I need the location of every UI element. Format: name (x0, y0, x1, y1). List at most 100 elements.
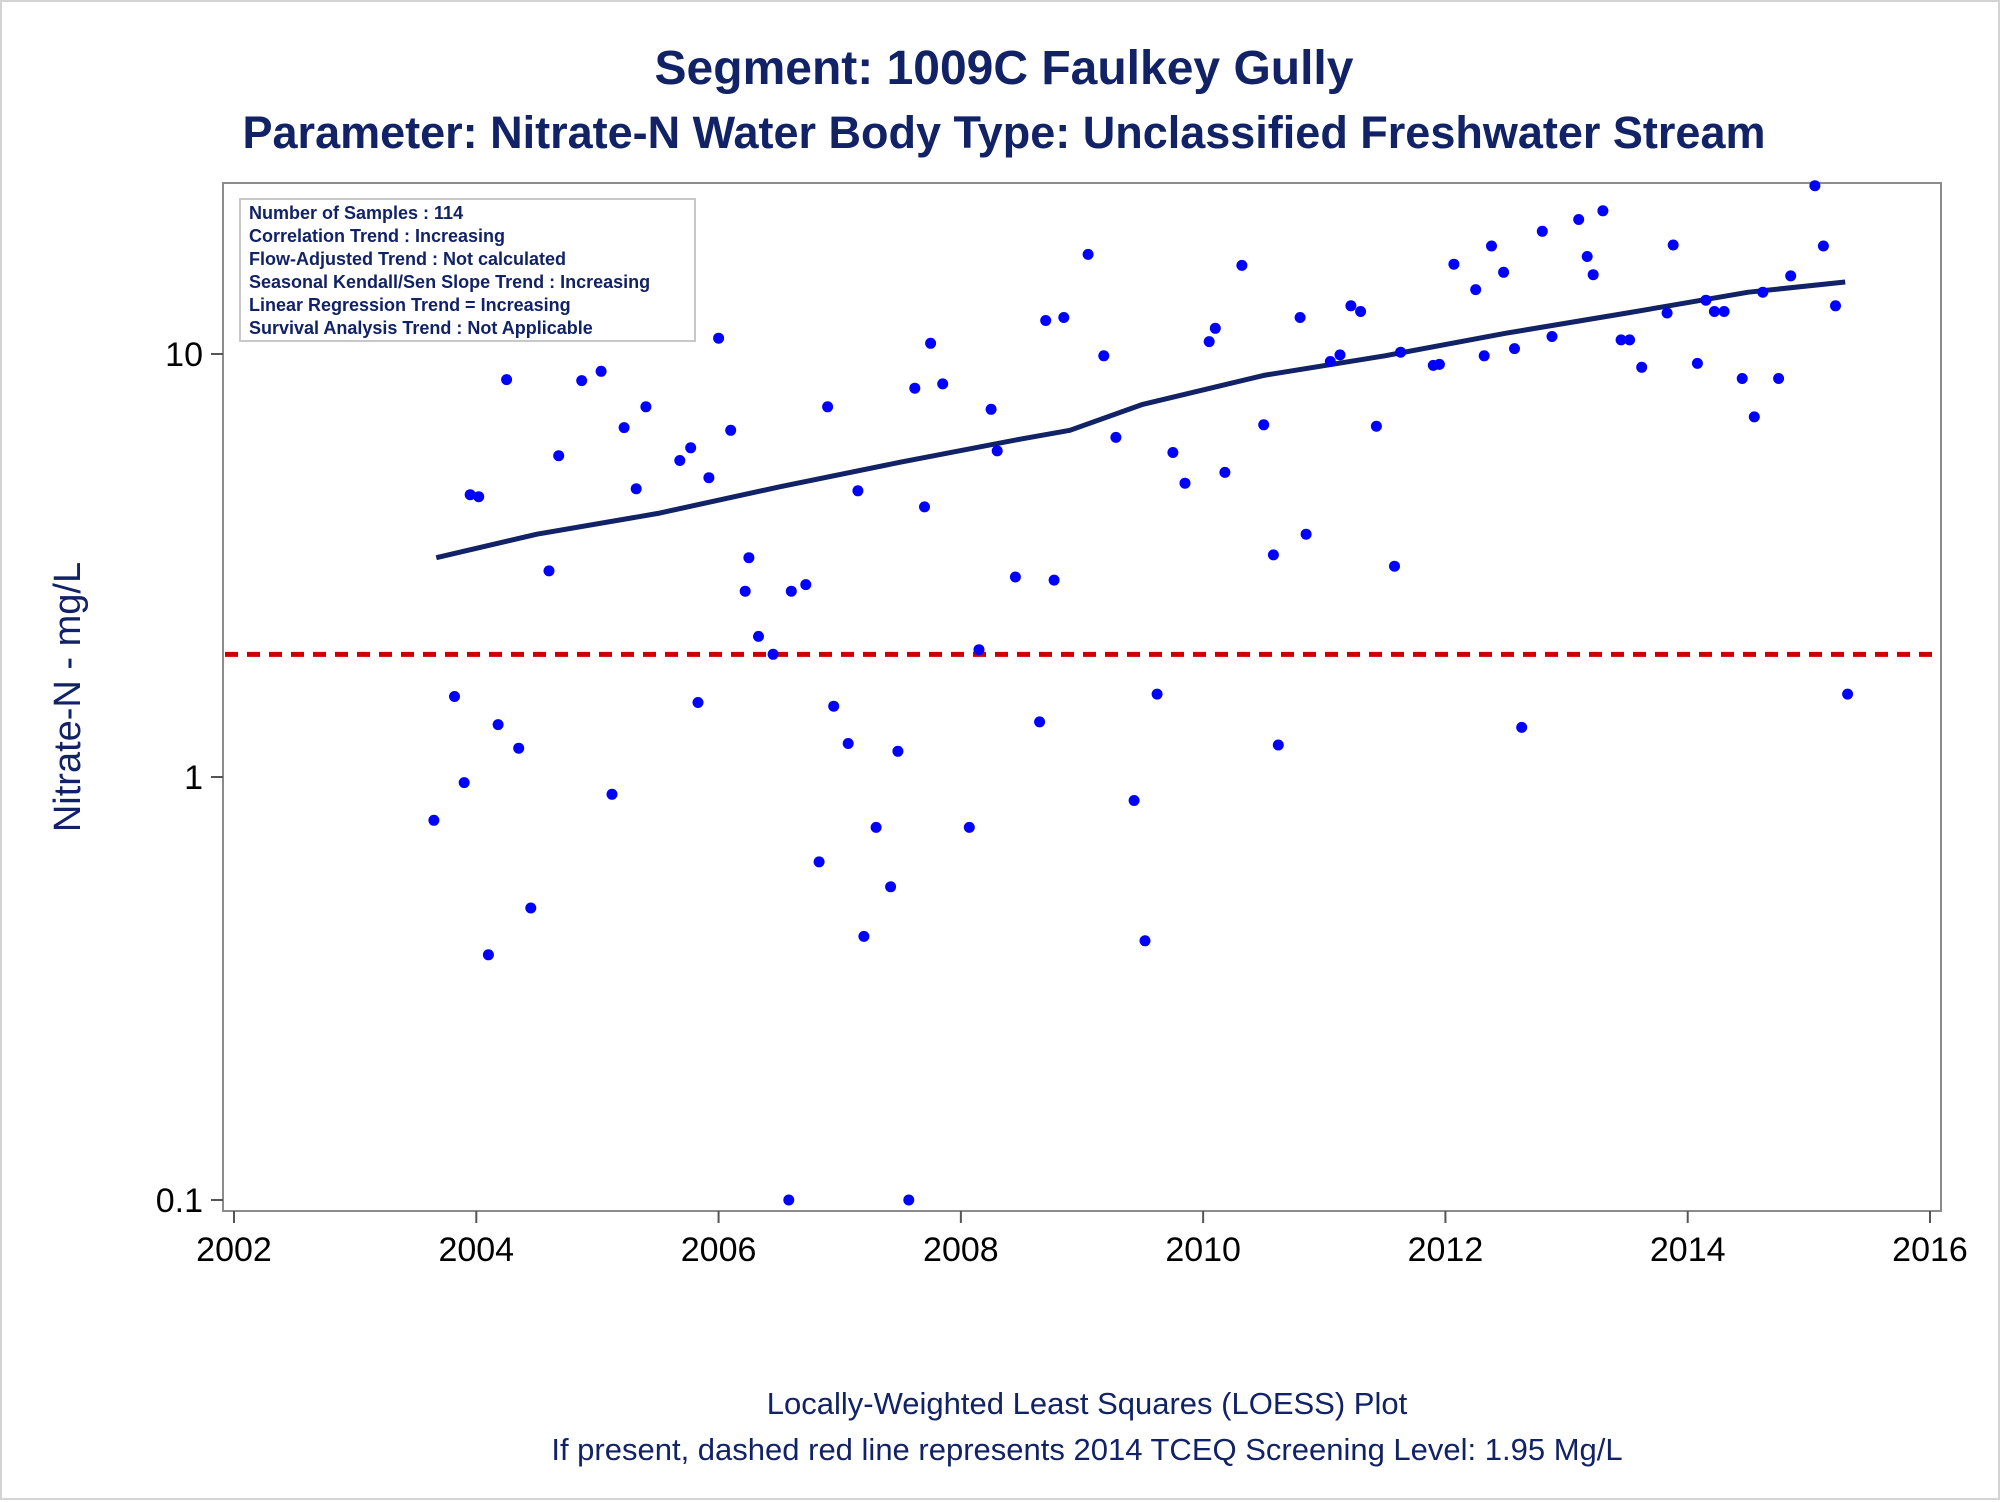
data-point (973, 644, 985, 656)
data-point (1536, 225, 1548, 237)
data-point (1700, 294, 1712, 306)
x-tick-label: 2010 (1165, 1231, 1241, 1269)
x-axis: 2002 2004 2006 2008 2010 2012 2014 2016 (196, 1211, 1968, 1269)
data-point (543, 565, 555, 577)
data-point (800, 579, 812, 591)
data-point (1040, 315, 1052, 326)
data-point (674, 455, 686, 466)
data-point (1486, 240, 1497, 252)
data-point (852, 485, 864, 497)
data-point (1842, 688, 1854, 700)
stats-box-frame (239, 198, 696, 342)
data-point (1389, 560, 1400, 572)
footnote-screening: If present, dashed red line represents 2… (551, 1432, 1622, 1467)
stats-line-linear-regression: Linear Regression Trend = Increasing (249, 295, 571, 315)
data-point (1773, 373, 1785, 384)
data-point (1691, 357, 1703, 369)
data-point (1300, 528, 1312, 540)
x-tick-label: 2016 (1892, 1231, 1968, 1269)
data-point (576, 375, 588, 387)
data-point (703, 472, 715, 484)
loess-layer (435, 279, 1846, 561)
x-tick-label: 2014 (1650, 1231, 1726, 1269)
data-point (1334, 349, 1346, 361)
stats-line-flow-adjusted: Flow-Adjusted Trend : Not calculated (249, 249, 566, 269)
data-point (1470, 284, 1482, 296)
data-point (1151, 688, 1163, 700)
data-point (1009, 571, 1021, 583)
data-point (1203, 336, 1215, 348)
data-point (1098, 350, 1110, 362)
data-point (1581, 251, 1593, 262)
loess-line (435, 279, 1846, 561)
y-tick-label: 0.1 (156, 1182, 203, 1220)
data-point (1355, 306, 1367, 317)
data-point (1661, 307, 1673, 319)
data-point (525, 902, 537, 914)
data-point (813, 856, 825, 868)
data-point (1667, 239, 1679, 251)
data-point (1258, 419, 1270, 431)
data-point (1209, 322, 1221, 334)
data-point (885, 881, 897, 893)
data-point (1345, 300, 1357, 312)
data-point (1179, 477, 1191, 489)
data-point (606, 788, 618, 800)
y-axis: 0.1 1 10 (156, 336, 223, 1220)
data-point (685, 442, 697, 454)
data-point (919, 501, 930, 513)
x-tick-label: 2002 (196, 1231, 272, 1269)
data-point (1110, 431, 1122, 443)
data-point (1219, 466, 1231, 478)
data-point (1498, 266, 1510, 278)
data-point (753, 630, 764, 642)
data-point (1272, 739, 1284, 751)
data-point (595, 365, 607, 377)
data-point (1048, 574, 1060, 586)
data-point (1636, 361, 1648, 373)
data-point (909, 382, 921, 394)
data-point (473, 491, 485, 503)
stats-line-correlation: Correlation Trend : Increasing (249, 226, 505, 246)
data-point (1167, 447, 1179, 458)
x-tick-label: 2008 (923, 1231, 999, 1269)
data-point (783, 1194, 795, 1206)
data-point (1718, 306, 1730, 317)
data-point (1509, 343, 1520, 355)
points-layer (428, 180, 1854, 1206)
data-point (1624, 334, 1636, 346)
data-point (513, 742, 525, 754)
data-point (828, 700, 840, 712)
data-point (1034, 716, 1046, 728)
data-point (630, 483, 642, 495)
data-point (842, 738, 854, 749)
data-point (1748, 411, 1760, 423)
data-point (985, 403, 997, 415)
data-point (892, 745, 904, 757)
data-point (1082, 248, 1094, 260)
data-point (1546, 331, 1558, 342)
data-point (464, 489, 476, 501)
data-point (1128, 795, 1140, 806)
data-point (1370, 420, 1382, 432)
data-point (1809, 180, 1821, 192)
chart-title: Segment: 1009C Faulkey Gully (655, 42, 1354, 95)
data-point (1830, 300, 1841, 312)
data-point (1597, 205, 1609, 217)
data-point (1267, 549, 1279, 561)
y-tick-label: 1 (184, 759, 203, 797)
data-point (870, 821, 882, 833)
data-point (1615, 334, 1627, 346)
x-tick-label: 2012 (1408, 1231, 1484, 1269)
data-point (963, 821, 975, 833)
data-point (501, 374, 513, 386)
stats-line-seasonal-kendall: Seasonal Kendall/Sen Slope Trend : Incre… (249, 272, 650, 292)
data-point (458, 777, 470, 789)
data-point (1587, 269, 1599, 281)
data-point (1708, 306, 1720, 317)
x-tick-label: 2006 (681, 1231, 757, 1269)
data-point (1736, 373, 1748, 384)
data-point (449, 691, 460, 702)
